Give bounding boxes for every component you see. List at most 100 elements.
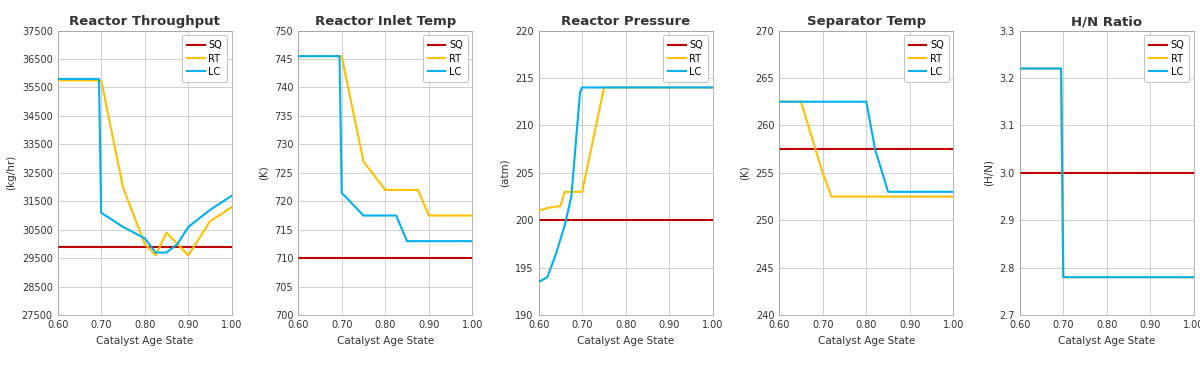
RT: [1013, 66, 1027, 71]
Legend: SQ, RT, LC: SQ, RT, LC: [182, 36, 227, 82]
LC: [532, 280, 546, 284]
RT: [410, 188, 425, 192]
RT: [313, 54, 328, 58]
LC: [881, 189, 895, 194]
LC: [356, 213, 371, 218]
LC: [892, 189, 906, 194]
RT: [540, 206, 554, 210]
LC: [902, 189, 917, 194]
RT: [553, 204, 568, 208]
Line: RT: RT: [58, 80, 232, 256]
Line: LC: LC: [1020, 68, 1194, 277]
RT: [838, 194, 852, 199]
Y-axis label: (atm): (atm): [499, 159, 510, 187]
RT: [1187, 275, 1200, 280]
Legend: SQ, RT, LC: SQ, RT, LC: [422, 36, 468, 82]
Y-axis label: (K): (K): [740, 165, 750, 180]
RT: [466, 213, 480, 218]
LC: [160, 250, 174, 255]
RT: [421, 213, 436, 218]
LC: [91, 77, 106, 81]
LC: [224, 193, 239, 198]
LC: [662, 85, 677, 90]
RT: [902, 194, 917, 199]
Y-axis label: (K): (K): [259, 165, 269, 180]
X-axis label: Catalyst Age State: Catalyst Age State: [1058, 335, 1156, 346]
Line: RT: RT: [1020, 68, 1194, 277]
RT: [356, 159, 371, 164]
LC: [313, 54, 328, 58]
LC: [564, 194, 578, 199]
RT: [389, 188, 403, 192]
LC: [816, 99, 830, 104]
RT: [532, 209, 546, 213]
LC: [772, 99, 786, 104]
RT: [115, 185, 130, 189]
LC: [596, 85, 611, 90]
RT: [558, 189, 572, 194]
LC: [115, 225, 130, 229]
LC: [868, 147, 882, 151]
Legend: SQ, RT, LC: SQ, RT, LC: [1145, 36, 1189, 82]
RT: [596, 85, 611, 90]
Line: RT: RT: [539, 87, 713, 211]
LC: [203, 207, 217, 212]
RT: [444, 213, 458, 218]
RT: [290, 54, 305, 58]
LC: [558, 223, 572, 227]
RT: [94, 78, 108, 83]
RT: [1078, 275, 1092, 280]
LC: [50, 77, 65, 81]
LC: [1056, 275, 1070, 280]
LC: [72, 77, 86, 81]
Title: Separator Temp: Separator Temp: [806, 15, 926, 28]
RT: [138, 242, 152, 246]
LC: [170, 242, 185, 246]
RT: [662, 85, 677, 90]
LC: [400, 239, 414, 243]
LC: [421, 239, 436, 243]
LC: [466, 239, 480, 243]
LC: [444, 239, 458, 243]
LC: [138, 236, 152, 241]
LC: [290, 54, 305, 58]
LC: [94, 210, 108, 215]
LC: [706, 85, 720, 90]
RT: [170, 242, 185, 246]
LC: [389, 213, 403, 218]
Legend: SQ, RT, LC: SQ, RT, LC: [664, 36, 708, 82]
LC: [181, 225, 196, 229]
Y-axis label: (kg/hr): (kg/hr): [6, 155, 16, 191]
LC: [1187, 275, 1200, 280]
RT: [947, 194, 961, 199]
RT: [1054, 66, 1068, 71]
LC: [569, 142, 583, 147]
X-axis label: Catalyst Age State: Catalyst Age State: [337, 335, 434, 346]
LC: [793, 99, 808, 104]
Line: LC: LC: [539, 87, 713, 282]
LC: [1034, 66, 1049, 71]
RT: [706, 85, 720, 90]
LC: [540, 275, 554, 280]
LC: [1013, 66, 1027, 71]
Line: RT: RT: [779, 102, 954, 197]
LC: [410, 239, 425, 243]
LC: [859, 99, 874, 104]
RT: [816, 170, 830, 175]
RT: [378, 188, 392, 192]
RT: [160, 230, 174, 235]
LC: [572, 90, 587, 94]
LC: [1078, 275, 1092, 280]
RT: [50, 78, 65, 83]
LC: [947, 189, 961, 194]
RT: [859, 194, 874, 199]
X-axis label: Catalyst Age State: Catalyst Age State: [577, 335, 674, 346]
Y-axis label: (H/N): (H/N): [984, 159, 994, 186]
LC: [332, 54, 347, 58]
RT: [824, 194, 839, 199]
RT: [1034, 66, 1049, 71]
RT: [619, 85, 634, 90]
Legend: SQ, RT, LC: SQ, RT, LC: [904, 36, 949, 82]
LC: [149, 250, 163, 255]
LC: [548, 251, 563, 256]
